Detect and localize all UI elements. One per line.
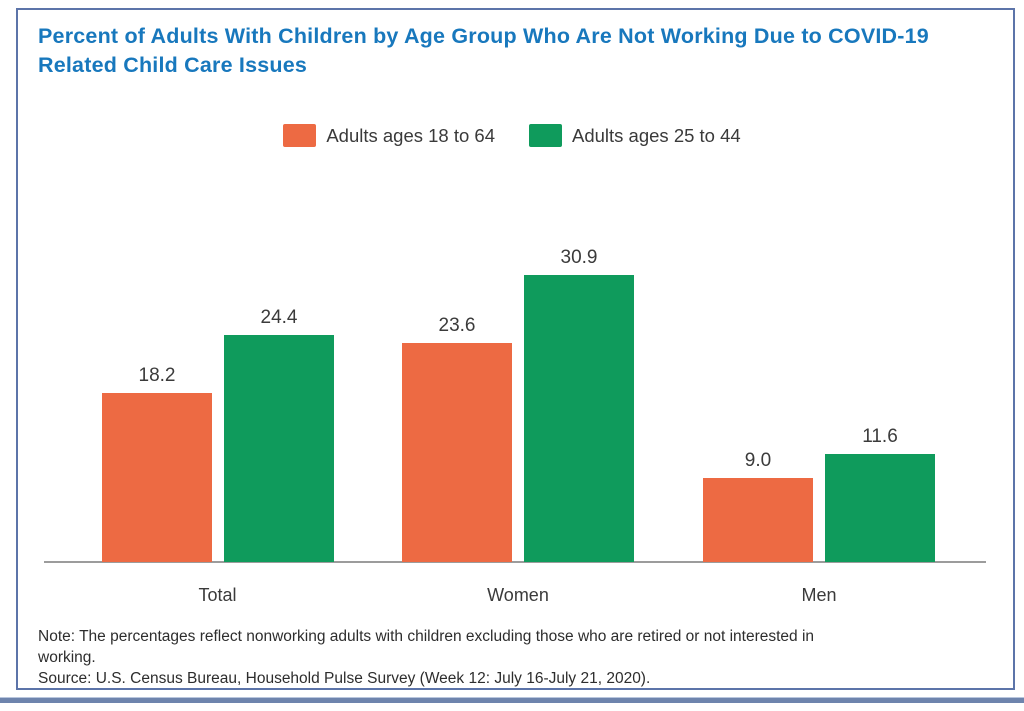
legend-label: Adults ages 18 to 64 [326, 124, 495, 146]
chart-title: Percent of Adults With Children by Age G… [38, 24, 929, 77]
legend-label: Adults ages 25 to 44 [572, 124, 741, 146]
bottom-accent-bar [0, 697, 1024, 703]
x-axis-label-women: Women [487, 585, 549, 605]
legend-item-ages-18-64: Adults ages 18 to 64 [283, 124, 495, 147]
note-text: Note: The percentages reflect nonworking… [38, 628, 815, 666]
x-axis-label-men: Men [801, 585, 837, 605]
x-axis-label-total: Total [198, 585, 237, 605]
bar-total-ages-18-64 [102, 393, 212, 562]
legend-item-ages-25-44: Adults ages 25 to 44 [529, 124, 741, 147]
bar-value-label: 18.2 [138, 365, 176, 386]
legend-swatch-green-icon [529, 124, 562, 147]
source-text: Source: U.S. Census Bureau, Household Pu… [38, 670, 651, 687]
bar-value-label: 24.4 [260, 307, 298, 328]
bar-value-label: 11.6 [862, 426, 898, 447]
bar-women-ages-18-64 [402, 343, 512, 562]
x-axis-line [44, 561, 986, 563]
bar-men-ages-25-44 [825, 454, 935, 562]
footnotes: Note: The percentages reflect nonworking… [38, 626, 868, 689]
bar-men-ages-18-64 [703, 478, 813, 562]
chart-card-border [16, 8, 1015, 690]
bar-value-label: 30.9 [560, 247, 598, 268]
bar-total-ages-25-44 [224, 335, 334, 562]
bar-value-label: 23.6 [438, 315, 476, 336]
legend: Adults ages 18 to 64 Adults ages 25 to 4… [0, 124, 1024, 147]
bar-value-label: 9.0 [744, 450, 772, 471]
legend-swatch-orange-icon [283, 124, 317, 147]
bar-women-ages-25-44 [524, 275, 634, 562]
